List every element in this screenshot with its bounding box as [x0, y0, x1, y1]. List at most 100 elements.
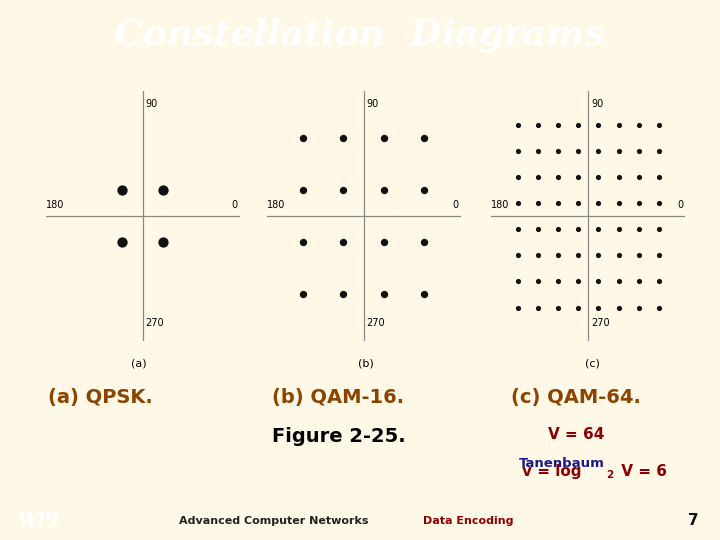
Point: [552, 121, 564, 130]
Point: [613, 147, 624, 156]
Point: [297, 186, 309, 194]
Point: [552, 147, 564, 156]
Point: [593, 277, 604, 286]
Point: [532, 251, 544, 260]
Point: [378, 134, 390, 143]
Point: [633, 251, 644, 260]
Point: [572, 251, 584, 260]
Point: [418, 186, 430, 194]
Point: [653, 303, 665, 312]
Point: [633, 303, 644, 312]
Point: [297, 238, 309, 247]
Point: [613, 121, 624, 130]
Text: (c): (c): [585, 359, 600, 369]
Point: [418, 290, 430, 299]
Point: [633, 277, 644, 286]
Point: [653, 225, 665, 234]
Text: (a): (a): [131, 359, 147, 369]
Point: [613, 225, 624, 234]
Point: [418, 134, 430, 143]
Text: (c) QAM-64.: (c) QAM-64.: [511, 388, 641, 407]
Point: [653, 147, 665, 156]
Point: [532, 173, 544, 181]
Point: [378, 238, 390, 247]
Point: [532, 147, 544, 156]
Point: [613, 199, 624, 207]
Point: [572, 173, 584, 181]
Text: 270: 270: [366, 319, 385, 328]
Point: [297, 134, 309, 143]
Point: [653, 121, 665, 130]
Point: [157, 186, 168, 194]
Text: 270: 270: [591, 319, 610, 328]
Point: [593, 303, 604, 312]
Point: [572, 199, 584, 207]
Point: [593, 199, 604, 207]
Text: (a) QPSK.: (a) QPSK.: [48, 388, 153, 407]
Point: [117, 238, 128, 247]
Text: V = 64: V = 64: [548, 427, 604, 442]
Text: (b) QAM-16.: (b) QAM-16.: [272, 388, 405, 407]
Point: [532, 303, 544, 312]
Point: [552, 199, 564, 207]
Text: 180: 180: [45, 200, 64, 210]
Point: [512, 173, 523, 181]
Point: [512, 303, 523, 312]
Text: Advanced Computer Networks: Advanced Computer Networks: [179, 516, 369, 525]
Text: 90: 90: [145, 99, 158, 109]
Point: [512, 277, 523, 286]
Point: [338, 238, 349, 247]
Text: 0: 0: [452, 200, 459, 210]
Point: [633, 173, 644, 181]
Text: 90: 90: [366, 99, 379, 109]
Point: [572, 121, 584, 130]
Text: Data Encoding: Data Encoding: [423, 516, 513, 525]
Point: [653, 173, 665, 181]
Point: [157, 238, 168, 247]
Text: 90: 90: [591, 99, 603, 109]
Point: [593, 225, 604, 234]
Point: [633, 225, 644, 234]
Point: [572, 303, 584, 312]
Point: [117, 186, 128, 194]
Point: [633, 147, 644, 156]
Point: [338, 186, 349, 194]
Point: [552, 303, 564, 312]
Text: WPI: WPI: [17, 511, 59, 530]
Text: 2: 2: [606, 470, 613, 481]
Text: Figure 2-25.: Figure 2-25.: [271, 427, 405, 446]
Point: [552, 277, 564, 286]
Point: [532, 199, 544, 207]
Text: Constellation  Diagrams: Constellation Diagrams: [114, 18, 606, 52]
Point: [378, 290, 390, 299]
Text: V = 6: V = 6: [616, 464, 667, 479]
Point: [572, 147, 584, 156]
Point: [532, 277, 544, 286]
Point: [593, 251, 604, 260]
Point: [378, 186, 390, 194]
Text: 180: 180: [266, 200, 285, 210]
Point: [338, 290, 349, 299]
Point: [338, 134, 349, 143]
Text: 270: 270: [145, 319, 164, 328]
Text: 7: 7: [688, 513, 698, 528]
Point: [512, 121, 523, 130]
Point: [613, 251, 624, 260]
Point: [572, 277, 584, 286]
Point: [653, 277, 665, 286]
Point: [633, 121, 644, 130]
Text: 0: 0: [231, 200, 238, 210]
Text: (b): (b): [358, 359, 373, 369]
Text: Tanenbaum: Tanenbaum: [518, 456, 605, 470]
Point: [593, 173, 604, 181]
Point: [613, 303, 624, 312]
Point: [512, 225, 523, 234]
Point: [593, 121, 604, 130]
Text: 180: 180: [491, 200, 510, 210]
Point: [532, 225, 544, 234]
Point: [653, 199, 665, 207]
Point: [633, 199, 644, 207]
Point: [552, 173, 564, 181]
Point: [613, 277, 624, 286]
Text: v = log: v = log: [522, 464, 582, 479]
